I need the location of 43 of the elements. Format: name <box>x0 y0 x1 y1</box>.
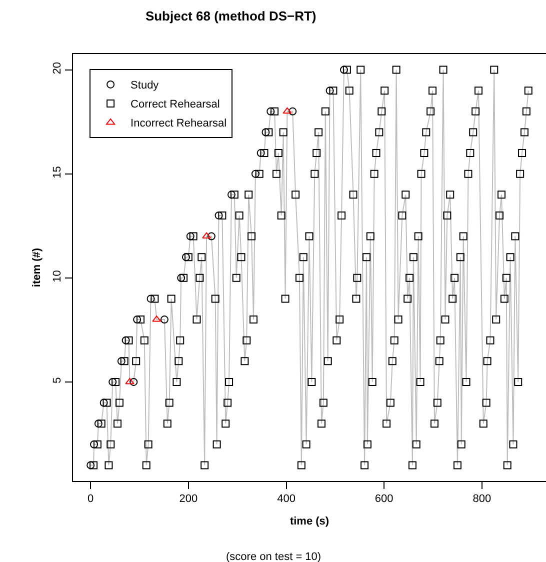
point <box>266 107 275 116</box>
point <box>182 253 190 262</box>
point <box>227 190 236 199</box>
x-tick-label: 200 <box>179 493 198 506</box>
point <box>288 107 297 116</box>
point <box>251 170 260 178</box>
point <box>160 316 168 324</box>
x-tick-label: 600 <box>374 493 394 506</box>
point <box>340 66 348 74</box>
point <box>177 274 186 282</box>
point <box>108 378 117 386</box>
point <box>256 149 265 158</box>
point <box>202 232 212 239</box>
x-tick-label: 400 <box>277 493 296 506</box>
point <box>86 461 95 470</box>
point <box>133 316 142 324</box>
point <box>94 420 102 428</box>
point <box>326 86 334 95</box>
chart-title: Subject 68 (method DS−RT) <box>145 8 316 24</box>
text: (score on test = 10) <box>226 551 322 562</box>
point <box>122 336 130 344</box>
y-axis-title: item (#) <box>31 248 44 288</box>
legend-label: Study <box>130 80 160 92</box>
y-tick-label: 15 <box>52 166 64 178</box>
legend-label: Incorrect Rehearsal <box>130 118 227 130</box>
point <box>130 378 138 386</box>
point <box>262 128 270 136</box>
point <box>146 294 155 303</box>
point <box>186 232 194 240</box>
y-tick-label: 10 <box>52 270 64 282</box>
legend-label: Correct Rehearsal <box>130 98 220 111</box>
point <box>125 378 134 384</box>
point <box>90 440 98 448</box>
point <box>117 357 126 366</box>
point <box>207 232 216 240</box>
y-tick-label: 5 <box>52 377 64 384</box>
point <box>214 211 223 220</box>
x-tick-label: 0 <box>88 493 94 506</box>
y-tick-label: 20 <box>52 62 64 74</box>
point <box>282 107 292 114</box>
x-tick-label: 800 <box>472 493 492 506</box>
point <box>100 398 108 407</box>
x-axis-title: time (s) <box>290 515 330 528</box>
